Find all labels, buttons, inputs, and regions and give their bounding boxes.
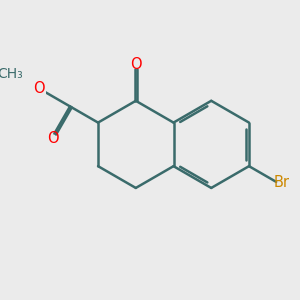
- Text: O: O: [47, 131, 58, 146]
- Text: O: O: [130, 57, 142, 72]
- Text: CH₃: CH₃: [0, 67, 23, 81]
- Text: Br: Br: [274, 175, 290, 190]
- Text: O: O: [34, 81, 45, 96]
